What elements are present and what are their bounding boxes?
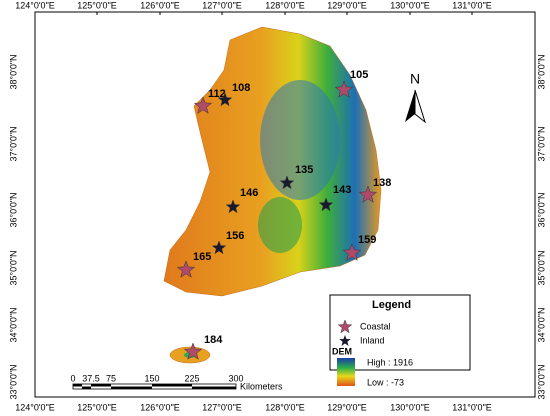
station-id: 159: [358, 234, 376, 246]
scale-label: 37.5: [82, 373, 100, 383]
station-id: 156: [226, 230, 244, 242]
scale-label: 300: [228, 373, 243, 383]
lat-label-left: 35°0'0"N: [8, 250, 18, 285]
lat-label-right: 37°0'0"N: [536, 126, 546, 161]
station-id: 146: [240, 187, 258, 199]
north-label: N: [410, 71, 420, 87]
dem-low: Low : -73: [367, 377, 404, 387]
lat-label-right: 38°0'0"N: [536, 54, 546, 89]
lat-label-left: 37°0'0"N: [8, 126, 18, 161]
station-marker: [183, 342, 203, 360]
lon-label-bottom: 126°0'0"E: [140, 402, 180, 412]
lon-label-top: 125°0'0"E: [77, 0, 117, 10]
legend-dem: DEM: [332, 346, 352, 356]
legend-title: Legend: [372, 299, 411, 311]
lon-label-top: 129°0'0"E: [327, 0, 367, 10]
dem-high: High : 1916: [367, 357, 413, 367]
station-marker: [211, 240, 227, 255]
station-marker: [217, 92, 233, 107]
lon-label-bottom: 127°0'0"E: [202, 402, 242, 412]
station-id: 105: [350, 69, 368, 81]
scale-label: 150: [144, 373, 159, 383]
lon-label-top: 127°0'0"E: [202, 0, 242, 10]
legend-coastal: Coastal: [360, 321, 391, 331]
lat-label-right: 34°0'0"N: [536, 307, 546, 342]
lat-label-right: 35°0'0"N: [536, 250, 546, 285]
lon-label-top: 124°0'0"E: [15, 0, 55, 10]
station-marker: [318, 197, 334, 212]
lon-label-bottom: 130°0'0"E: [390, 402, 430, 412]
station-marker: [334, 80, 354, 98]
lat-label-left: 33°0'0"N: [8, 364, 18, 399]
legend-box: [329, 294, 471, 371]
station-marker: [342, 243, 362, 261]
station-marker: [279, 175, 295, 190]
scale-unit: Kilometers: [240, 381, 283, 391]
lon-label-bottom: 124°0'0"E: [15, 402, 55, 412]
lon-label-bottom: 131°0'0"E: [452, 402, 492, 412]
north-arrow: [414, 89, 426, 124]
station-marker: [176, 260, 196, 278]
highland: [258, 197, 302, 253]
lat-label-left: 38°0'0"N: [8, 54, 18, 89]
station-marker: [225, 199, 241, 214]
lon-label-top: 126°0'0"E: [140, 0, 180, 10]
station-id: 135: [295, 164, 313, 176]
station-marker: [358, 185, 378, 203]
lat-label-right: 36°0'0"N: [536, 192, 546, 227]
scale-label: 0: [70, 373, 75, 383]
lon-label-top: 128°0'0"E: [265, 0, 305, 10]
lon-label-top: 131°0'0"E: [452, 0, 492, 10]
station-id: 108: [232, 82, 250, 94]
lat-label-left: 34°0'0"N: [8, 307, 18, 342]
lat-label-right: 33°0'0"N: [536, 364, 546, 399]
lon-label-top: 130°0'0"E: [390, 0, 430, 10]
legend-inland-marker: [339, 335, 351, 346]
station-id: 165: [193, 251, 211, 263]
dem-colorbar: [337, 358, 355, 386]
station-id: 184: [204, 334, 223, 346]
scale-bar: [72, 383, 237, 390]
lon-label-bottom: 125°0'0"E: [77, 402, 117, 412]
station-id: 143: [333, 184, 351, 196]
north-arrow: [405, 90, 415, 122]
scale-label: 75: [106, 373, 116, 383]
lon-label-bottom: 128°0'0"E: [265, 402, 305, 412]
lon-label-bottom: 129°0'0"E: [327, 402, 367, 412]
highland: [260, 80, 340, 200]
legend-coastal-marker: [337, 319, 353, 334]
station-id: 112: [208, 88, 226, 100]
lat-label-left: 36°0'0"N: [8, 192, 18, 227]
station-marker: [193, 96, 213, 114]
legend-inland: Inland: [360, 335, 385, 345]
station-id: 138: [373, 177, 391, 189]
scale-label: 225: [184, 373, 199, 383]
